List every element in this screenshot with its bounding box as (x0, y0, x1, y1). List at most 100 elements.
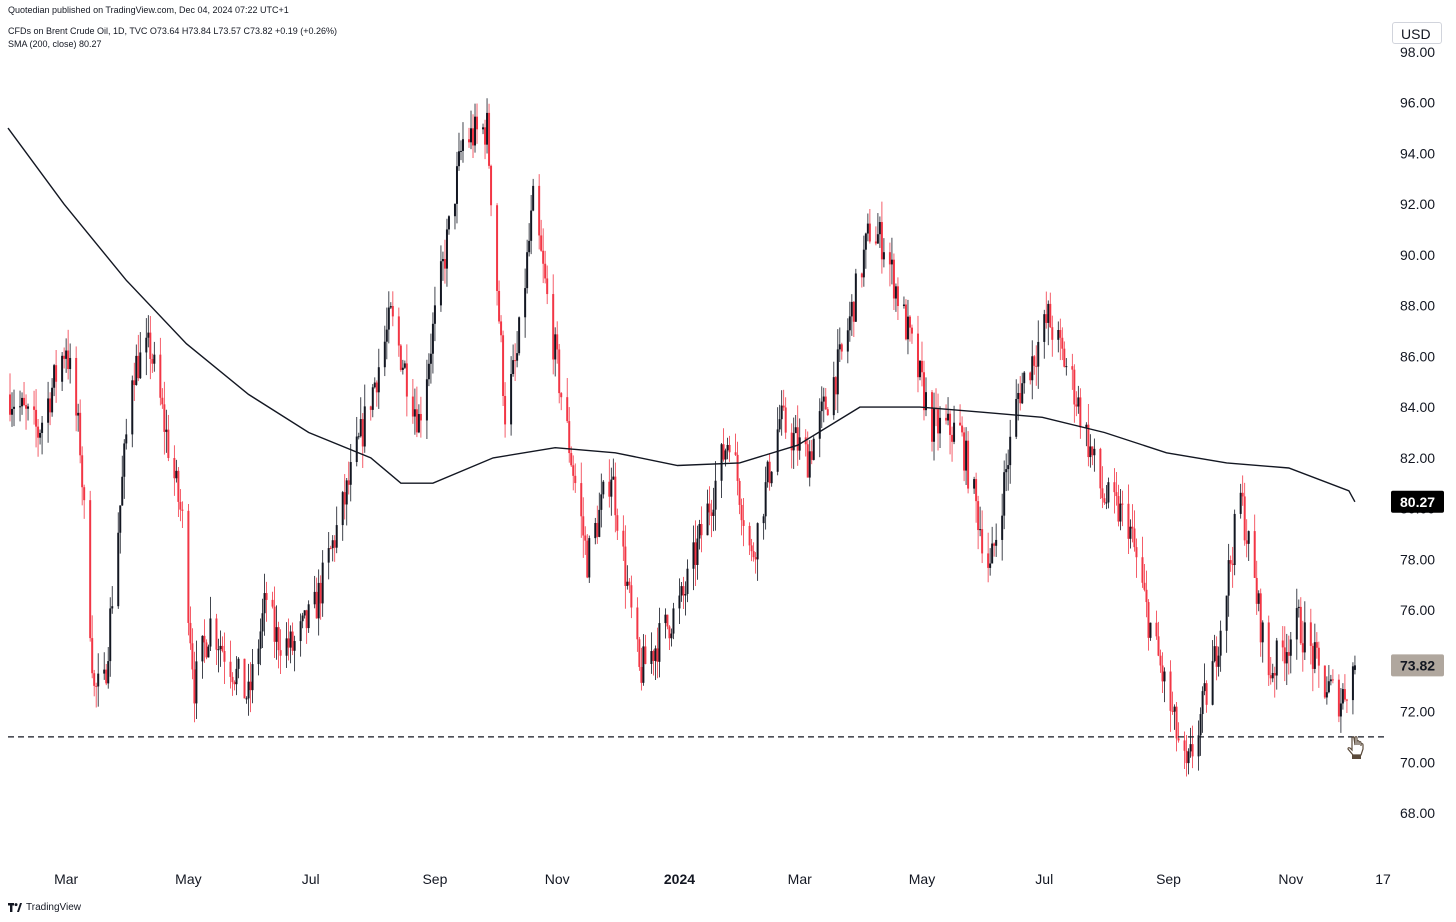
candle (766, 460, 769, 488)
candle (1009, 419, 1012, 484)
candle (299, 613, 302, 657)
candle (538, 174, 541, 250)
footer-brand-text: TradingView (26, 902, 82, 913)
candle (528, 223, 531, 257)
candle (510, 356, 513, 436)
candle (840, 342, 843, 360)
candle (526, 239, 529, 294)
candle (1217, 646, 1220, 677)
candle (1203, 663, 1206, 696)
candle (624, 525, 627, 609)
candle (1001, 493, 1004, 561)
candle (81, 446, 84, 506)
candle (1099, 447, 1102, 499)
candle (107, 647, 110, 689)
published-by-text: Quotedian published on TradingView.com, … (8, 5, 289, 15)
candle (1201, 686, 1204, 733)
candle (656, 627, 659, 679)
candle (341, 490, 344, 541)
candle (181, 501, 184, 528)
candle (560, 392, 563, 411)
candle (792, 417, 795, 469)
candle (678, 578, 681, 624)
candle (736, 441, 739, 496)
candle (947, 397, 950, 426)
candle (135, 344, 138, 386)
candle (61, 352, 64, 392)
candle (1185, 734, 1188, 777)
candle (415, 386, 418, 438)
candle (636, 597, 639, 652)
candle (544, 250, 547, 284)
candle (542, 228, 545, 284)
price-tags: 80.27 73.82 (1391, 490, 1444, 677)
candle (808, 440, 811, 487)
candle (1007, 449, 1010, 491)
candle (413, 388, 416, 435)
candle (1205, 680, 1208, 713)
candle (439, 245, 442, 312)
candle (1327, 665, 1330, 694)
candle (742, 498, 745, 547)
candle (666, 614, 669, 630)
candle (291, 622, 294, 656)
candle (1215, 636, 1218, 681)
candle (91, 615, 94, 679)
candle (195, 640, 198, 719)
candle (1129, 519, 1132, 549)
candle (854, 268, 857, 322)
price-tick-label: 76.00 (1400, 602, 1435, 618)
candle (712, 487, 715, 532)
candle (680, 582, 683, 602)
candle (53, 363, 56, 397)
candle (13, 389, 16, 427)
time-tick-label: May (909, 871, 935, 887)
candle (768, 453, 771, 491)
candle (1105, 485, 1108, 510)
candle (343, 474, 346, 520)
candle (123, 439, 126, 499)
candle (740, 498, 743, 536)
candle (1063, 341, 1066, 368)
candle (1035, 345, 1038, 386)
candle (313, 575, 316, 609)
candle (305, 609, 308, 644)
candle (902, 296, 905, 309)
candle (700, 506, 703, 553)
candle (977, 495, 980, 550)
candle (504, 382, 507, 438)
candle (796, 405, 799, 466)
candle (441, 251, 444, 281)
time-tick-label: Nov (1278, 871, 1303, 887)
candle (375, 380, 378, 407)
price-tick-label: 78.00 (1400, 551, 1435, 567)
candle (582, 497, 585, 558)
candle (377, 348, 380, 409)
candle (798, 418, 801, 460)
candle (818, 398, 821, 458)
candle (530, 194, 533, 255)
candle (532, 178, 535, 212)
candle (862, 235, 865, 287)
candle (890, 237, 893, 285)
candle (554, 327, 557, 377)
candle (385, 307, 388, 360)
currency-button[interactable]: USD (1392, 22, 1442, 44)
candle (949, 410, 952, 455)
candle (317, 569, 320, 636)
sma-last-value-tag: 80.27 (1391, 490, 1444, 513)
candle (1127, 484, 1130, 554)
candle (967, 431, 970, 494)
candle (1029, 371, 1032, 385)
price-tick-label: 96.00 (1400, 95, 1435, 111)
candle (692, 525, 695, 591)
candle (1213, 634, 1216, 663)
candle (387, 291, 390, 344)
candle (285, 622, 288, 668)
candle (1187, 748, 1190, 775)
candle (682, 576, 685, 610)
candle (764, 466, 767, 530)
candle (784, 397, 787, 439)
candle (175, 459, 178, 483)
